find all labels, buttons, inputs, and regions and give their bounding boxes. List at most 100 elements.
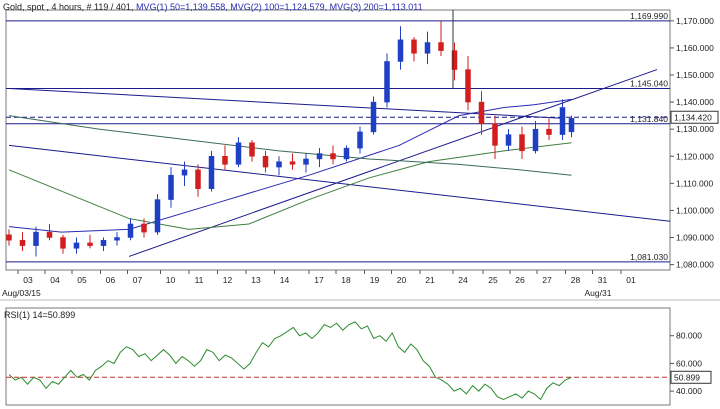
candle-body <box>424 42 431 54</box>
candle-body <box>478 101 485 125</box>
candle-body <box>168 174 174 200</box>
level-label: 1,169.990 <box>630 11 668 21</box>
moving-average-line <box>8 115 572 176</box>
candle-body <box>19 239 26 246</box>
time-tick-label: 26 <box>515 275 525 285</box>
price-tick-label: 1,130.000 <box>676 124 714 134</box>
candle-body <box>303 158 309 165</box>
price-tick-label: 1,090.000 <box>676 233 714 243</box>
time-tick-label: 03 <box>23 275 33 285</box>
rsi-header: RSI(1) 14=50.899 <box>4 310 75 320</box>
time-tick-label: 18 <box>341 275 351 285</box>
trendline <box>8 144 671 222</box>
time-tick-label: 13 <box>251 275 261 285</box>
chart-header: Gold, spot , 4 hours, # 119 / 401, MVG(1… <box>3 2 423 12</box>
time-tick-label: 11 <box>195 275 204 285</box>
candle-body <box>276 161 282 168</box>
trendline <box>128 69 658 257</box>
time-tick-label: 20 <box>397 275 407 285</box>
time-axis: 03 04 05 06 07 10 11 12 13 14 17 18 19 20 21 24 25 26 27 28… <box>2 270 636 298</box>
candle-body <box>411 39 417 54</box>
candles <box>6 20 575 257</box>
candle-body <box>154 199 161 233</box>
price-tick-label: 1,080.000 <box>676 260 714 270</box>
candle-body <box>100 239 107 246</box>
candle-body <box>438 42 444 51</box>
time-tick-label: 27 <box>542 275 552 285</box>
time-tick-label: 25 <box>488 275 498 285</box>
date-label: Aug/31 <box>585 288 612 298</box>
candle-body <box>519 134 525 152</box>
time-tick-label: 05 <box>77 275 87 285</box>
rsi-tick-label: 80.000 <box>676 331 702 341</box>
candle-body <box>559 107 566 135</box>
time-tick-label: 21 <box>425 275 435 285</box>
time-tick-label: 07 <box>133 275 143 285</box>
candle-body <box>384 61 390 103</box>
candle-body <box>262 156 269 168</box>
time-tick-label: 28 <box>571 275 581 285</box>
price-tick-label: 1,120.000 <box>676 151 714 161</box>
candle-body <box>546 128 552 135</box>
moving-average-line <box>8 98 572 233</box>
candle-body <box>451 50 458 70</box>
header-instrument: Gold, spot , 4 hours, # 119 / 401, <box>3 2 133 12</box>
time-tick-label: 24 <box>458 275 468 285</box>
rsi-tick-label: 40.000 <box>676 386 702 396</box>
header-ma1: MVG(1) 50=1,139.558, <box>136 2 228 12</box>
price-tick-label: 1,140.000 <box>676 97 714 107</box>
candle-body <box>370 101 377 133</box>
candle-body <box>181 169 188 176</box>
candle-body <box>73 242 80 249</box>
time-tick-label: 12 <box>223 275 233 285</box>
level-label: 1,131.840 <box>630 114 668 124</box>
level-label: 1,145.040 <box>630 79 668 89</box>
candle-body <box>127 223 134 238</box>
candle-body <box>289 161 296 165</box>
price-axis: 1,170.000 1,160.000 1,150.000 1,140.000 1,13… <box>670 16 714 270</box>
price-tick-label: 1,150.000 <box>676 70 714 80</box>
time-tick-label: 06 <box>106 275 116 285</box>
horizontal-levels: 1,169.990 1,145.040 1,131.840 1,134.420 1,08… <box>6 11 719 263</box>
rsi-panel[interactable] <box>5 307 671 406</box>
rsi-axis: 80.000 60.000 40.000 50.899 <box>670 331 712 396</box>
candle-body <box>532 128 539 152</box>
candle-body <box>222 156 228 165</box>
candle-body <box>568 118 575 133</box>
moving-averages <box>8 98 572 233</box>
candle-body <box>357 131 363 149</box>
candle-body <box>249 142 255 157</box>
current-price-box <box>670 110 719 124</box>
header-ma3: MVG(3) 200=1,113.011 <box>330 2 423 12</box>
price-tick-label: 1,160.000 <box>676 43 714 53</box>
candle-body <box>60 237 66 249</box>
price-panel[interactable]: 1,169.990 1,145.040 1,131.840 1,134.420 1,08… <box>5 9 719 271</box>
candle-body <box>397 39 404 62</box>
time-tick-label: 10 <box>166 275 176 285</box>
price-tick-label: 1,110.000 <box>676 178 713 188</box>
time-tick-label: 31 <box>598 275 608 285</box>
time-tick-label: 14 <box>280 275 290 285</box>
level-label: 1,081.030 <box>630 252 668 262</box>
candle-body <box>114 237 120 241</box>
price-tick-label: 1,100.000 <box>676 205 714 215</box>
price-panel-frame <box>5 9 671 271</box>
candle-body <box>208 156 215 189</box>
rsi-panel-frame <box>5 307 671 406</box>
candle-body <box>195 169 201 190</box>
date-label: Aug/03/15 <box>2 288 41 298</box>
time-tick-label: 19 <box>370 275 380 285</box>
header-ma2: MVG(2) 100=1,124.579, <box>230 2 327 12</box>
candle-body <box>316 153 323 160</box>
candle-body <box>87 242 93 246</box>
time-tick-label: 04 <box>50 275 60 285</box>
time-tick-label: 01 <box>626 275 636 285</box>
rsi-value-label: 50.899 <box>674 372 700 382</box>
candle-body <box>141 223 147 233</box>
candle-body <box>6 234 12 241</box>
candle-body <box>505 134 512 146</box>
candle-body <box>33 231 39 246</box>
price-tick-label: 1,170.000 <box>676 16 714 26</box>
candle-body <box>330 153 336 160</box>
